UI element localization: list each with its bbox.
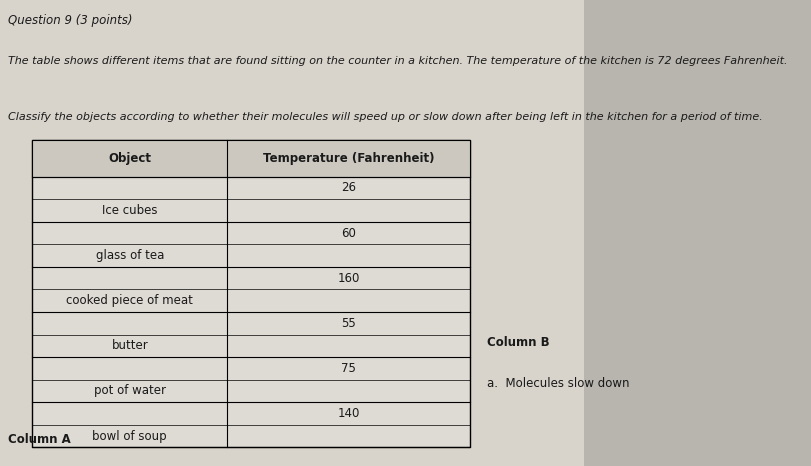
- Text: glass of tea: glass of tea: [96, 249, 164, 262]
- Text: The table shows different items that are found sitting on the counter in a kitch: The table shows different items that are…: [8, 56, 787, 66]
- Bar: [32, 140, 470, 177]
- Text: butter: butter: [111, 339, 148, 352]
- Text: Ice cubes: Ice cubes: [102, 204, 157, 217]
- Text: cooked piece of meat: cooked piece of meat: [67, 294, 193, 307]
- Text: Column A: Column A: [8, 433, 71, 446]
- Text: Temperature (Fahrenheit): Temperature (Fahrenheit): [263, 152, 435, 165]
- Text: Object: Object: [108, 152, 152, 165]
- Text: Question 9 (3 points): Question 9 (3 points): [8, 14, 133, 27]
- Text: 60: 60: [341, 226, 356, 240]
- Text: pot of water: pot of water: [94, 384, 165, 397]
- Text: a.  Molecules slow down: a. Molecules slow down: [487, 377, 629, 391]
- Text: Column B: Column B: [487, 336, 549, 349]
- Text: 26: 26: [341, 181, 356, 194]
- FancyBboxPatch shape: [0, 0, 584, 466]
- Text: 160: 160: [337, 272, 360, 285]
- Text: 75: 75: [341, 362, 356, 375]
- Text: Classify the objects according to whether their molecules will speed up or slow : Classify the objects according to whethe…: [8, 112, 763, 122]
- Text: 55: 55: [341, 317, 356, 330]
- Text: 140: 140: [337, 407, 360, 420]
- Text: bowl of soup: bowl of soup: [92, 430, 167, 443]
